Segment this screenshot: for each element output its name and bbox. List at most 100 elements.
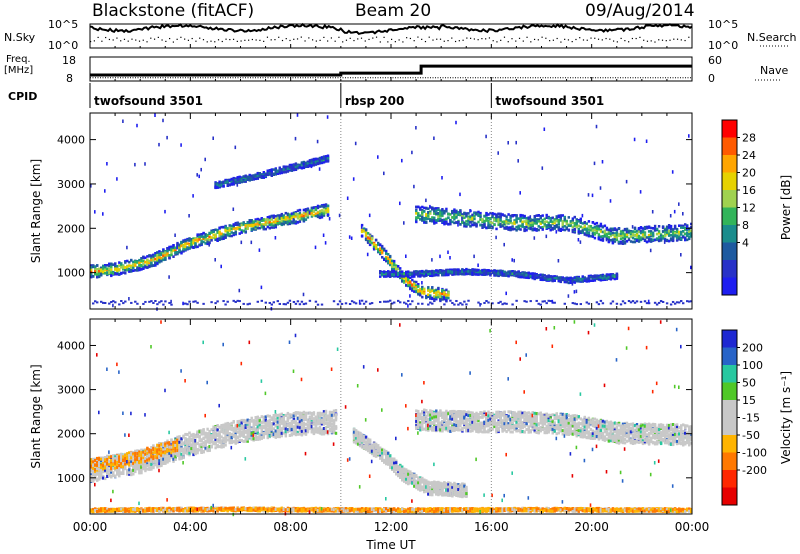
power-cell [521,274,524,277]
power-cell [571,229,575,232]
power-cell [240,231,243,234]
power-cell [497,219,500,222]
power-cell [278,170,282,173]
nsearch-point [387,41,389,43]
velocity-cell [90,477,93,481]
power-cell [583,279,587,283]
power-cell [306,208,310,211]
nsearch-point [191,37,193,40]
power-cell [208,243,210,247]
nsearch-point [289,39,291,42]
power-cell [529,219,532,223]
power-cell [222,235,225,239]
power-cell [599,230,603,233]
power-cell [567,224,571,227]
power-cell [533,228,536,232]
power-cell [415,286,418,289]
power-cell [686,238,689,242]
velocity-cell [114,455,117,459]
power-cell [461,215,464,218]
velocity-cell [118,458,121,462]
power-cell [575,279,579,283]
power-cell [461,221,464,224]
nsearch-point [248,39,250,41]
power-cell [435,291,438,294]
power-cell [387,300,390,303]
power-cell [196,173,198,177]
power-cell [445,288,448,292]
power-cell [116,272,119,276]
power-cell [682,230,685,233]
nsearch-point [488,37,491,39]
power-cell [429,204,431,209]
power-cell [445,269,448,273]
power-cell [649,232,653,235]
power-cell [262,218,266,221]
power-cell [493,223,496,227]
velocity-cell [104,456,107,459]
power-cell [310,209,314,212]
power-cell [663,237,667,241]
velocity-cell [108,456,111,460]
power-cell [575,222,579,225]
power-cell [154,254,157,257]
power-cell [298,208,302,212]
power-cell [216,300,219,303]
power-cell [609,302,613,305]
power-cell [503,273,506,277]
power-cell [643,227,647,231]
nsearch-point [240,40,242,42]
power-cell [445,220,448,224]
power-cell [435,297,438,301]
power-cell [427,212,430,216]
power-cell [124,269,127,272]
power-cell [429,270,432,273]
power-cell [156,261,159,265]
power-cell [120,272,123,275]
power-cell [274,224,278,227]
power-cell [645,236,649,239]
power-cell [411,150,413,155]
power-cell [437,287,440,290]
power-cell [507,228,510,231]
power-cell [565,277,569,281]
power-cell [585,228,589,232]
power-cell [272,223,276,226]
power-cell [419,292,422,295]
power-cell [266,225,270,229]
power-cell [680,224,683,228]
power-cell [453,216,456,219]
velocity-cell [118,455,121,459]
power-cell [276,214,280,217]
power-cell [124,261,127,264]
power-cell [529,226,532,229]
power-cell [312,159,316,162]
power-cell [96,273,99,276]
power-cell [316,159,320,162]
power-cell [465,220,468,223]
power-cell [238,300,241,303]
power-cell [599,228,603,232]
velocity-cell [124,464,127,468]
power-cell [479,223,482,227]
power-cell [583,228,587,231]
power-cell [471,217,474,220]
power-cell [220,225,223,229]
power-cell [176,245,178,250]
power-cell [535,218,538,221]
power-cell [304,302,308,305]
power-cell [322,233,325,237]
velocity-cell [106,468,109,472]
power-cell [120,262,123,265]
power-cell [316,303,320,306]
power-cell [445,217,448,221]
power-cell [678,301,681,304]
power-cell [547,221,550,225]
power-cell [581,222,585,225]
power-cell [258,221,262,225]
power-cell [403,279,406,283]
power-cell [629,230,633,233]
power-cell [328,217,331,221]
power-cell [661,300,665,303]
power-cell [314,300,318,303]
